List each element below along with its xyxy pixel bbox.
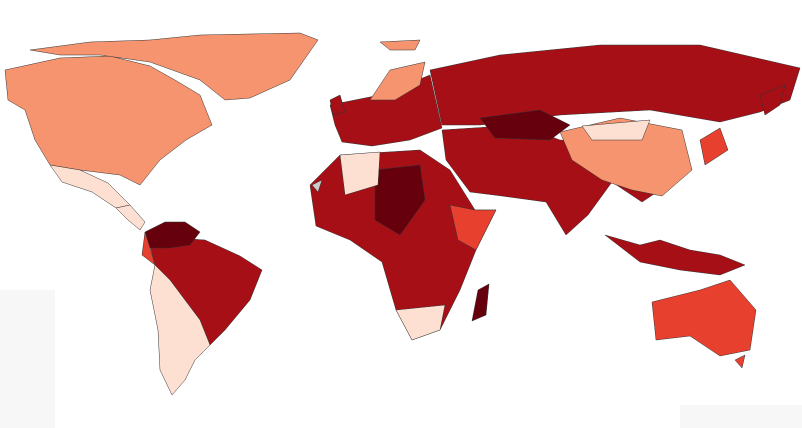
country-region (149, 264, 211, 396)
country-region (4, 55, 213, 186)
country-region (449, 204, 497, 251)
country-region (604, 234, 746, 276)
country-region (374, 164, 426, 236)
country-region (699, 127, 729, 166)
country-region (329, 94, 346, 116)
country-region (429, 44, 801, 126)
country-region (759, 84, 786, 116)
country-region (581, 119, 651, 141)
country-region (115, 204, 146, 231)
corner-panel (0, 290, 55, 428)
country-region (651, 279, 757, 357)
country-region (144, 221, 201, 249)
country-region (395, 304, 446, 341)
country-region (29, 32, 319, 101)
country-region (369, 61, 426, 101)
country-region (379, 39, 421, 51)
country-region (471, 283, 490, 322)
corner-panel (680, 405, 802, 428)
country-region (309, 149, 497, 341)
country-region (734, 354, 746, 369)
country-region (311, 179, 323, 193)
country-region (339, 151, 381, 196)
